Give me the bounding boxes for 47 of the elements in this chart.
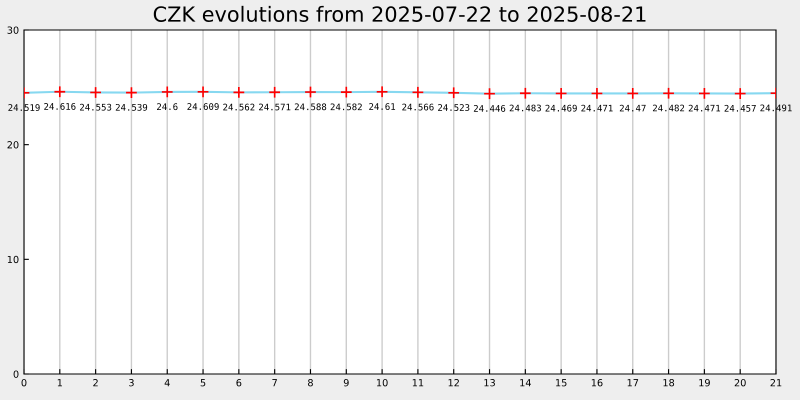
- y-tick-label: 10: [8, 256, 18, 264]
- x-tick-label: 0: [22, 379, 26, 386]
- data-label: 24.553: [80, 104, 112, 111]
- x-tick-label: 11: [412, 379, 424, 386]
- x-tick-label: 18: [663, 379, 674, 386]
- data-label: 24.471: [688, 104, 720, 112]
- x-tick-label: 19: [699, 379, 710, 386]
- data-label: 24.539: [116, 104, 148, 111]
- data-label: 24.457: [724, 104, 756, 112]
- data-label: 24.616: [44, 103, 76, 110]
- data-label: 24.483: [510, 104, 541, 112]
- data-label: 24.582: [330, 103, 362, 110]
- data-label: 24.562: [223, 104, 254, 111]
- x-tick-label: 21: [770, 379, 782, 386]
- data-label: 24.61: [369, 103, 396, 110]
- data-label: 24.609: [187, 103, 219, 110]
- x-tick-label: 5: [200, 379, 206, 386]
- y-tick-label: 0: [14, 370, 18, 378]
- data-label: 24.571: [259, 104, 290, 110]
- data-label: 24.566: [402, 104, 434, 110]
- x-tick-label: 16: [592, 379, 603, 386]
- data-label: 24.471: [581, 104, 613, 112]
- data-label: 24.469: [546, 104, 577, 112]
- x-tick-label: 10: [376, 379, 388, 386]
- data-label: 24.6: [157, 103, 178, 110]
- x-tick-label: 13: [484, 379, 495, 386]
- data-label: 24.482: [652, 104, 684, 112]
- x-tick-label: 4: [164, 379, 170, 386]
- data-label: 24.588: [294, 103, 326, 110]
- x-tick-label: 6: [236, 379, 242, 386]
- data-label: 24.47: [620, 104, 646, 112]
- chart-title: CZK evolutions from 2025-07-22 to 2025-08-21: [154, 6, 646, 22]
- x-tick-label: 3: [129, 379, 134, 386]
- y-tick-label: 30: [8, 26, 18, 34]
- x-tick-label: 14: [520, 379, 531, 386]
- x-tick-label: 12: [448, 379, 459, 386]
- y-tick-label: 20: [7, 141, 18, 148]
- x-tick-label: 7: [272, 379, 277, 386]
- x-tick-label: 9: [344, 379, 349, 386]
- x-tick-label: 20: [734, 379, 746, 386]
- data-label: 24.446: [474, 105, 506, 112]
- x-tick-label: 15: [556, 379, 566, 386]
- x-tick-label: 17: [628, 379, 638, 386]
- data-label: 24.523: [438, 104, 470, 111]
- x-tick-label: 8: [308, 379, 313, 386]
- x-tick-label: 2: [93, 379, 98, 386]
- x-tick-label: 1: [58, 379, 62, 386]
